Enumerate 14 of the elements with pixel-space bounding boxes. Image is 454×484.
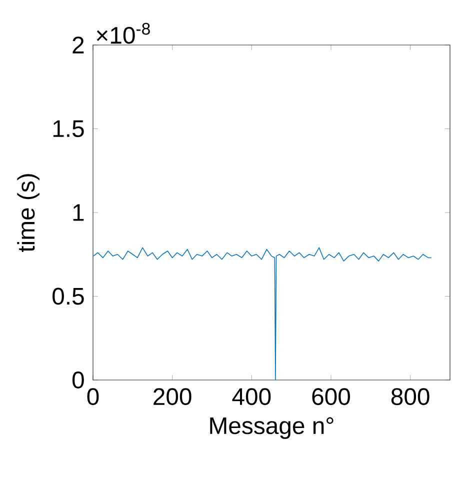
x-axis-title: Message n°	[210, 417, 334, 439]
text: ×10$^{-8}$	[96, 22, 150, 44]
x-tick-label: 800	[391, 388, 430, 406]
x-tick-label: 0	[87, 388, 99, 406]
y-tick-label: 1	[73, 204, 84, 221]
x-tick-label: 200	[154, 388, 192, 406]
y-tick-label: 2	[72, 36, 84, 54]
y-tick-label: 0.5	[52, 288, 84, 305]
x-tick-label: 600	[312, 388, 350, 406]
y-axis-title: time (s)	[17, 174, 40, 252]
y-tick-label: 0	[72, 372, 84, 388]
line-series	[93, 247, 432, 380]
y-tick-label: 1.5	[53, 120, 84, 138]
x-tick-label: 400	[232, 388, 271, 406]
